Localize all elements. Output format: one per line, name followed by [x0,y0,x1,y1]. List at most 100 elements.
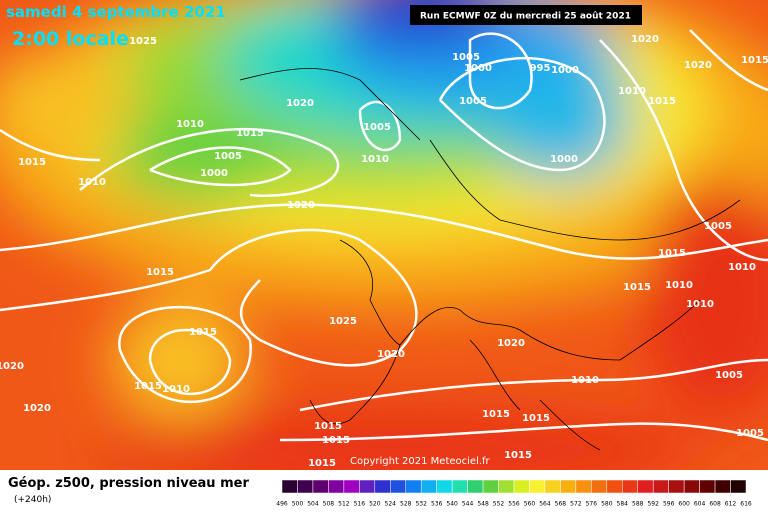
colorbar-label: 612 [725,501,737,508]
coastlines [239,68,741,451]
colorbar-swatch [498,479,515,494]
isobar-label: 1005 [214,151,242,162]
isobar-label: 1025 [329,316,357,327]
isobar-label: 1010 [361,154,389,165]
field [0,0,768,470]
colorbar-label: 584 [617,501,629,508]
isobars [0,29,768,442]
colorbar-label: 608 [709,501,721,508]
colorbar-label: 516 [354,501,366,508]
colorbar-label: 604 [694,501,706,508]
isobar-label: 1020 [497,338,525,349]
isobar-label: 1010 [78,177,106,188]
colorbar-swatch [312,479,329,494]
colorbar-swatch [359,479,376,494]
colorbar-label: 524 [385,501,397,508]
colorbar-label: 572 [570,501,582,508]
run-box [410,5,642,25]
colorbar-label: 512 [338,501,350,508]
isobar-label: 1020 [684,60,712,71]
colorbar-swatch [513,479,530,494]
colorbar-label: 520 [369,501,381,508]
colorbar-label: 556 [508,501,520,508]
isobar-label: 1005 [452,52,480,63]
isobar-label: 1005 [363,122,391,133]
isobar-label: 1000 [551,65,579,76]
colorbar-label: 616 [740,501,752,508]
colorbar-label: 596 [663,501,675,508]
run-info: Run ECMWF 0Z du mercredi 25 août 2021 [420,12,631,22]
isobar-label: 1005 [736,428,764,439]
colorbar-swatch [622,479,638,494]
colorbar: 496 500 504 508 512 516 520 524 528 532 536 540 544 5… [276,479,752,508]
colorbar-swatch [405,479,422,494]
colorbar-swatch [297,479,314,494]
colorbar-label: 540 [446,501,458,508]
isobar-label: 1020 [631,34,659,45]
isobar-label: 1015 [648,96,676,107]
isobar-label: 1010 [571,375,599,386]
colorbar-swatch [668,479,685,494]
copyright: Copyright 2021 Meteociel.fr [350,456,491,467]
colorbar-swatch [343,479,360,494]
colorbar-swatch [436,479,453,494]
colorbar-label: 600 [678,501,690,508]
isobar-label: 1020 [23,403,51,414]
isobar-label: 1015 [18,157,46,168]
map-time: 2:00 locale [12,28,129,50]
isobar-label: 1020 [287,200,315,211]
isobar-label: 1020 [0,361,24,372]
colorbar-swatch [714,479,731,494]
isobar-label: 1005 [459,96,487,107]
colorbar-label: 544 [462,501,474,508]
isobar-label: 1010 [665,280,693,291]
colorbar-swatch [482,479,499,494]
isobar-label: 1025 [129,36,157,47]
isobar-label: 1015 [623,282,651,293]
isobar-label: 1005 [715,370,743,381]
colorbar-swatch [591,479,608,494]
map-date: samedi 4 septembre 2021 [6,3,226,21]
isobar-label: 1010 [686,299,714,310]
isobar-label: 1000 [464,63,492,74]
colorbar-swatch [606,479,623,494]
colorbar-label: 504 [307,501,319,508]
colorbar-label: 560 [524,501,536,508]
isobar-label: 1015 [134,381,162,392]
colorbar-swatch [451,479,468,494]
isobar-label: 1010 [618,86,646,97]
isobar-label: 1015 [236,128,264,139]
colorbar-label: 552 [493,501,505,508]
colorbar-label: 508 [323,501,335,508]
colorbar-label: 576 [586,501,598,508]
colorbar-label: 536 [431,501,443,508]
footer-title: Géop. z500, pression niveau mer [8,476,249,491]
colorbar-label: 548 [477,501,489,508]
colorbar-label: 532 [415,501,427,508]
isobar-label: 1010 [162,384,190,395]
colorbar-swatch [328,479,345,494]
isobar-label: 1015 [504,450,532,461]
colorbar-swatch [575,479,592,494]
colorbar-swatch [390,479,406,494]
isobar-label: 1015 [189,327,217,338]
colorbar-swatch [637,479,654,494]
isobar-label: 995 [530,63,551,74]
isobar-label: 1010 [728,262,756,273]
colorbar-label: 528 [400,501,412,508]
isobar-label: 1020 [377,349,405,360]
isobar-label: 1015 [522,413,550,424]
isobar-label: 1015 [741,55,768,66]
colorbar-swatch [652,479,669,494]
footer-subtitle: (+240h) [14,495,51,505]
colorbar-swatch [374,479,391,494]
colorbar-label: 592 [647,501,659,508]
colorbar-swatch [544,479,561,494]
isobar-label: 1000 [550,154,578,165]
isobar-label: 1010 [176,119,204,130]
isobar-label: 1015 [322,435,350,446]
colorbar-swatch [529,479,546,494]
colorbar-swatch [699,479,716,494]
isobar-label: 1005 [704,221,732,232]
